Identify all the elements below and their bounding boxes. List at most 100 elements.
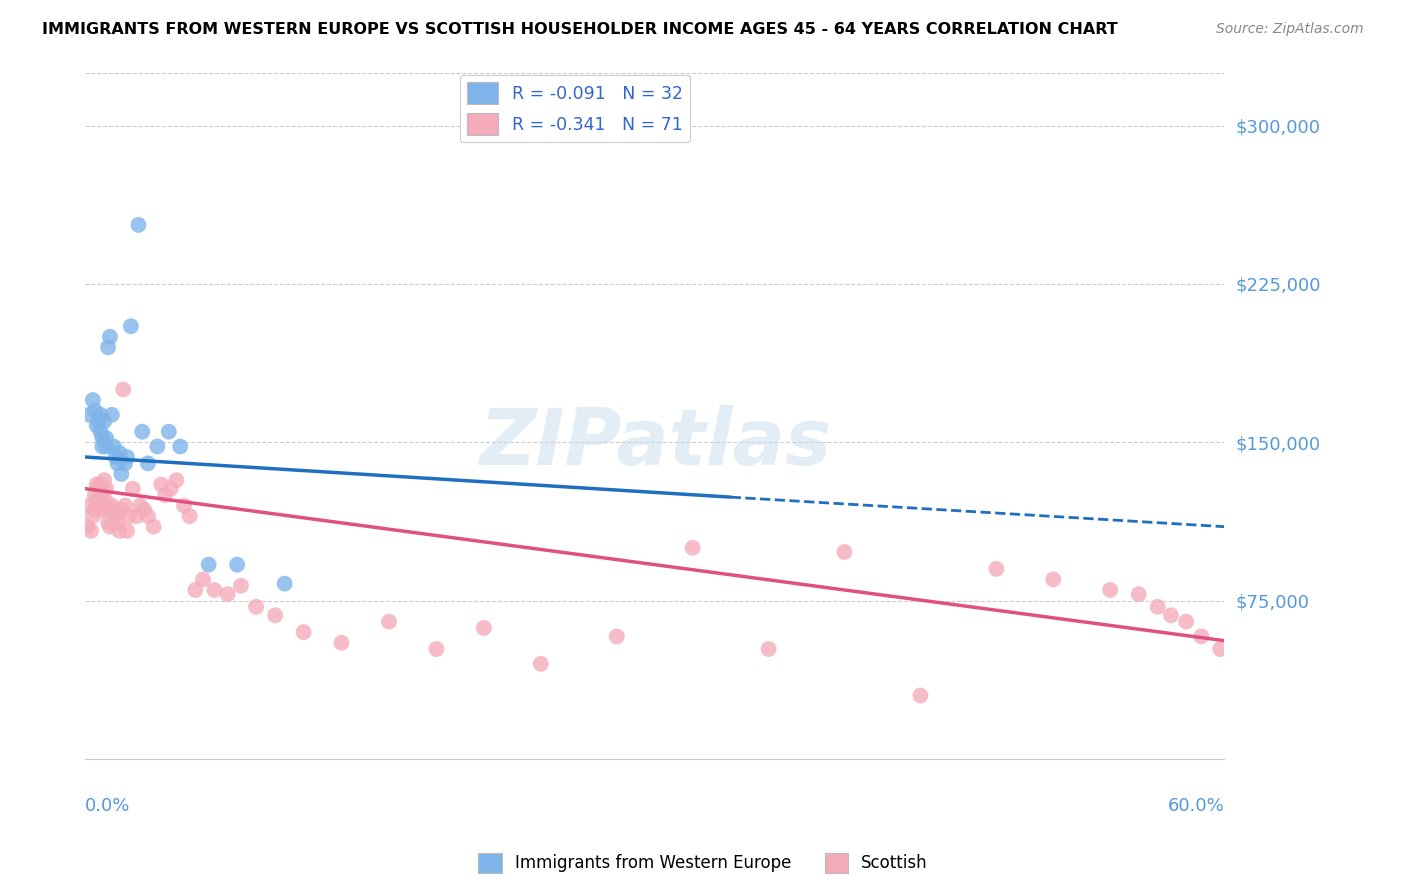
Point (89, 477, 111, 491)
Point (96, 494, 118, 508)
Point (1175, 615, 1198, 629)
Point (97, 516, 120, 530)
Point (131, 425, 153, 439)
Point (115, 524, 138, 538)
Point (910, 689, 932, 703)
Point (1042, 573, 1064, 587)
Point (91, 503, 114, 517)
Point (91, 431, 114, 445)
Point (758, 642, 780, 657)
Point (157, 425, 180, 439)
Point (1099, 582, 1122, 597)
Point (197, 558, 219, 572)
Point (165, 473, 187, 487)
Point (87, 414, 110, 428)
Point (136, 456, 159, 470)
Point (82, 392, 104, 407)
Point (82, 509, 104, 524)
Point (1209, 642, 1232, 657)
Point (146, 440, 169, 454)
Text: 0.0%: 0.0% (86, 797, 131, 814)
Point (87, 499, 110, 513)
Point (1160, 608, 1182, 623)
Text: IMMIGRANTS FROM WESTERN EUROPE VS SCOTTISH HOUSEHOLDER INCOME AGES 45 - 64 YEARS: IMMIGRANTS FROM WESTERN EUROPE VS SCOTTI… (42, 22, 1118, 37)
Point (97, 503, 120, 517)
Point (606, 629, 628, 643)
Point (103, 503, 125, 517)
Point (834, 545, 856, 559)
Point (76, 519, 98, 533)
Point (108, 524, 131, 538)
Point (121, 482, 143, 496)
Point (136, 509, 159, 524)
Point (118, 509, 141, 524)
Point (91, 440, 114, 454)
Point (114, 499, 136, 513)
Point (80, 524, 103, 538)
Point (110, 467, 132, 481)
Point (330, 636, 353, 650)
Point (89, 492, 111, 507)
Point (134, 503, 156, 517)
Point (191, 573, 214, 587)
Text: 60.0%: 60.0% (1167, 797, 1225, 814)
Point (202, 582, 225, 597)
Point (425, 642, 447, 657)
Point (108, 446, 131, 460)
Point (104, 450, 127, 464)
Point (217, 587, 239, 601)
Point (115, 450, 138, 464)
Point (1189, 629, 1212, 643)
Point (114, 456, 136, 470)
Point (96, 482, 118, 496)
Point (120, 319, 142, 334)
Point (98, 519, 121, 533)
Point (77, 499, 100, 513)
Point (107, 456, 129, 470)
Point (273, 576, 295, 591)
Point (229, 579, 252, 593)
Point (125, 509, 148, 524)
Point (153, 488, 176, 502)
Text: ZIPatlas: ZIPatlas (478, 405, 831, 482)
Point (101, 408, 124, 422)
Point (169, 440, 191, 454)
Point (98, 503, 121, 517)
Text: Source: ZipAtlas.com: Source: ZipAtlas.com (1216, 22, 1364, 37)
Point (77, 408, 100, 422)
Point (530, 657, 553, 671)
Point (129, 499, 152, 513)
Point (173, 499, 195, 513)
Point (150, 477, 173, 491)
Point (472, 621, 495, 635)
Point (83, 503, 105, 517)
Point (97, 340, 120, 354)
Point (110, 503, 132, 517)
Point (87, 482, 110, 496)
Point (86, 418, 108, 433)
Point (264, 608, 287, 623)
Point (89, 425, 111, 439)
Point (986, 562, 1008, 576)
Point (245, 599, 267, 614)
Point (89, 408, 111, 422)
Point (179, 509, 201, 524)
Point (142, 519, 165, 533)
Point (93, 499, 115, 513)
Point (292, 625, 315, 640)
Legend: R = -0.091   N = 32, R = -0.341   N = 71: R = -0.091 N = 32, R = -0.341 N = 71 (460, 75, 690, 142)
Point (104, 509, 127, 524)
Point (96, 440, 118, 454)
Point (184, 582, 207, 597)
Point (101, 499, 124, 513)
Legend: Immigrants from Western Europe, Scottish: Immigrants from Western Europe, Scottish (471, 847, 935, 880)
Point (96, 431, 118, 445)
Point (98, 330, 121, 344)
Point (103, 440, 125, 454)
Point (226, 558, 249, 572)
Point (86, 477, 108, 491)
Point (91, 482, 114, 496)
Point (127, 218, 149, 232)
Point (682, 541, 704, 555)
Point (1146, 599, 1168, 614)
